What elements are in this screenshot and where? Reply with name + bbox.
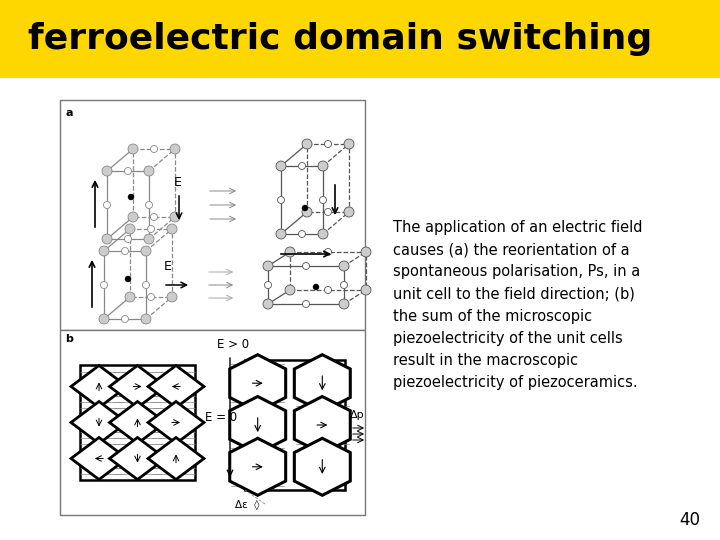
Circle shape: [339, 299, 349, 309]
Bar: [0, 0, 720, 78]
Circle shape: [128, 194, 134, 200]
Circle shape: [144, 166, 154, 176]
Text: E: E: [164, 260, 172, 273]
Circle shape: [302, 207, 312, 217]
Circle shape: [325, 208, 331, 215]
Polygon shape: [71, 402, 127, 443]
Circle shape: [276, 161, 286, 171]
Circle shape: [344, 139, 354, 149]
Circle shape: [325, 248, 331, 255]
Polygon shape: [148, 366, 204, 408]
Circle shape: [148, 226, 155, 233]
Circle shape: [320, 197, 326, 204]
Circle shape: [325, 140, 331, 147]
Circle shape: [125, 235, 132, 242]
Bar: [245, 360, 345, 490]
Circle shape: [150, 145, 158, 152]
Circle shape: [313, 284, 319, 290]
Circle shape: [125, 292, 135, 302]
Circle shape: [285, 247, 295, 257]
Polygon shape: [230, 355, 286, 411]
Circle shape: [145, 201, 153, 208]
Circle shape: [125, 167, 132, 174]
Circle shape: [144, 234, 154, 244]
Circle shape: [341, 281, 348, 288]
Circle shape: [302, 139, 312, 149]
Circle shape: [99, 314, 109, 324]
Polygon shape: [71, 366, 127, 408]
Circle shape: [361, 285, 371, 295]
Circle shape: [170, 212, 180, 222]
Circle shape: [167, 224, 177, 234]
Circle shape: [302, 205, 308, 211]
Bar: [60, 100, 365, 330]
Circle shape: [167, 292, 177, 302]
Polygon shape: [71, 437, 127, 480]
Circle shape: [122, 315, 128, 322]
Circle shape: [150, 213, 158, 220]
Bar: [60, 330, 365, 515]
Circle shape: [339, 261, 349, 271]
Polygon shape: [294, 396, 350, 454]
Text: Δp: Δp: [350, 410, 364, 420]
Circle shape: [143, 281, 150, 288]
Circle shape: [141, 246, 151, 256]
Circle shape: [101, 281, 107, 288]
Circle shape: [361, 247, 371, 257]
Circle shape: [141, 314, 151, 324]
Text: E: E: [174, 177, 182, 190]
Bar: [80, 365, 195, 480]
Polygon shape: [230, 396, 286, 454]
Polygon shape: [148, 437, 204, 480]
Circle shape: [318, 229, 328, 239]
Circle shape: [128, 144, 138, 154]
Text: The application of an electric field
causes (a) the reorientation of a
spontaneo: The application of an electric field cau…: [393, 220, 642, 390]
Polygon shape: [109, 437, 166, 480]
Text: a: a: [65, 108, 73, 118]
Text: ferroelectric domain switching: ferroelectric domain switching: [28, 22, 652, 56]
Circle shape: [104, 201, 110, 208]
Text: Δε  ◊: Δε ◊: [235, 500, 259, 510]
Circle shape: [264, 281, 271, 288]
Text: E = 0: E = 0: [205, 411, 237, 424]
Circle shape: [99, 246, 109, 256]
Polygon shape: [294, 355, 350, 411]
Circle shape: [299, 163, 305, 170]
Text: 40: 40: [680, 511, 701, 529]
Circle shape: [302, 262, 310, 269]
Circle shape: [125, 224, 135, 234]
Polygon shape: [230, 438, 286, 495]
Circle shape: [318, 161, 328, 171]
Text: b: b: [65, 334, 73, 344]
Circle shape: [299, 231, 305, 238]
Circle shape: [122, 247, 128, 254]
Circle shape: [263, 261, 273, 271]
Circle shape: [325, 287, 331, 294]
Circle shape: [263, 299, 273, 309]
Polygon shape: [148, 402, 204, 443]
Circle shape: [302, 300, 310, 307]
Polygon shape: [109, 402, 166, 443]
Circle shape: [148, 294, 155, 300]
Polygon shape: [109, 366, 166, 408]
Circle shape: [285, 285, 295, 295]
Circle shape: [276, 229, 286, 239]
Text: E > 0: E > 0: [217, 339, 249, 352]
Circle shape: [344, 207, 354, 217]
Circle shape: [170, 144, 180, 154]
Circle shape: [102, 166, 112, 176]
Circle shape: [277, 197, 284, 204]
Circle shape: [128, 212, 138, 222]
Polygon shape: [294, 438, 350, 495]
Circle shape: [125, 276, 131, 282]
Circle shape: [102, 234, 112, 244]
